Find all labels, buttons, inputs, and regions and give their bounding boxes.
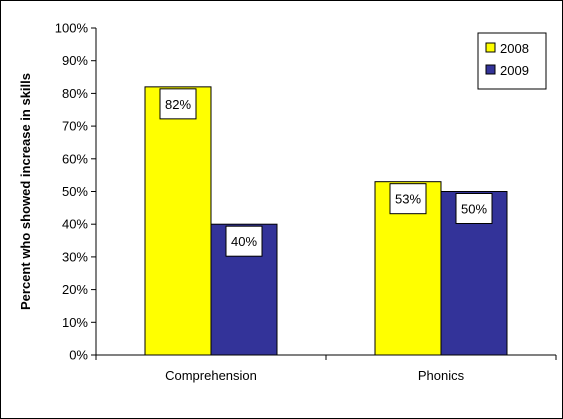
y-tick-label: 100% [55,21,89,36]
y-tick-label: 0% [69,348,88,363]
y-tick-label: 80% [62,86,88,101]
x-axis-ticks: Comprehension Phonics [95,355,557,383]
y-tick-label: 10% [62,315,88,330]
y-tick-label: 40% [62,217,88,232]
category-label: Phonics [418,368,465,383]
legend-swatch-2008 [485,42,496,53]
y-tick-label: 30% [62,249,88,264]
y-tick-label: 90% [62,53,88,68]
data-label: 82% [165,97,191,112]
category-label: Comprehension [165,368,257,383]
data-label: 50% [461,202,487,217]
legend: 2008 2009 [477,32,547,90]
data-label: 53% [395,192,421,207]
y-tick-label: 60% [62,151,88,166]
data-label-box [225,225,263,257]
data-label-box [389,183,427,215]
bar-2008-comprehension [144,86,212,356]
legend-swatch-2009 [485,64,496,75]
data-label: 40% [231,234,257,249]
legend-box [477,32,547,90]
data-label-box [455,193,493,224]
data-label-box [159,88,197,120]
y-tick-label: 50% [62,184,88,199]
y-tick-label: 70% [62,119,88,134]
legend-label: 2009 [500,63,529,78]
y-axis-label: Percent who showed increase in skills [18,73,33,310]
y-tick-label: 20% [62,282,88,297]
legend-label: 2008 [500,41,529,56]
y-axis-ticks: 0% 10% 20% 30% 40% 50% 60% 70% 80% 90% 100% [55,21,96,363]
